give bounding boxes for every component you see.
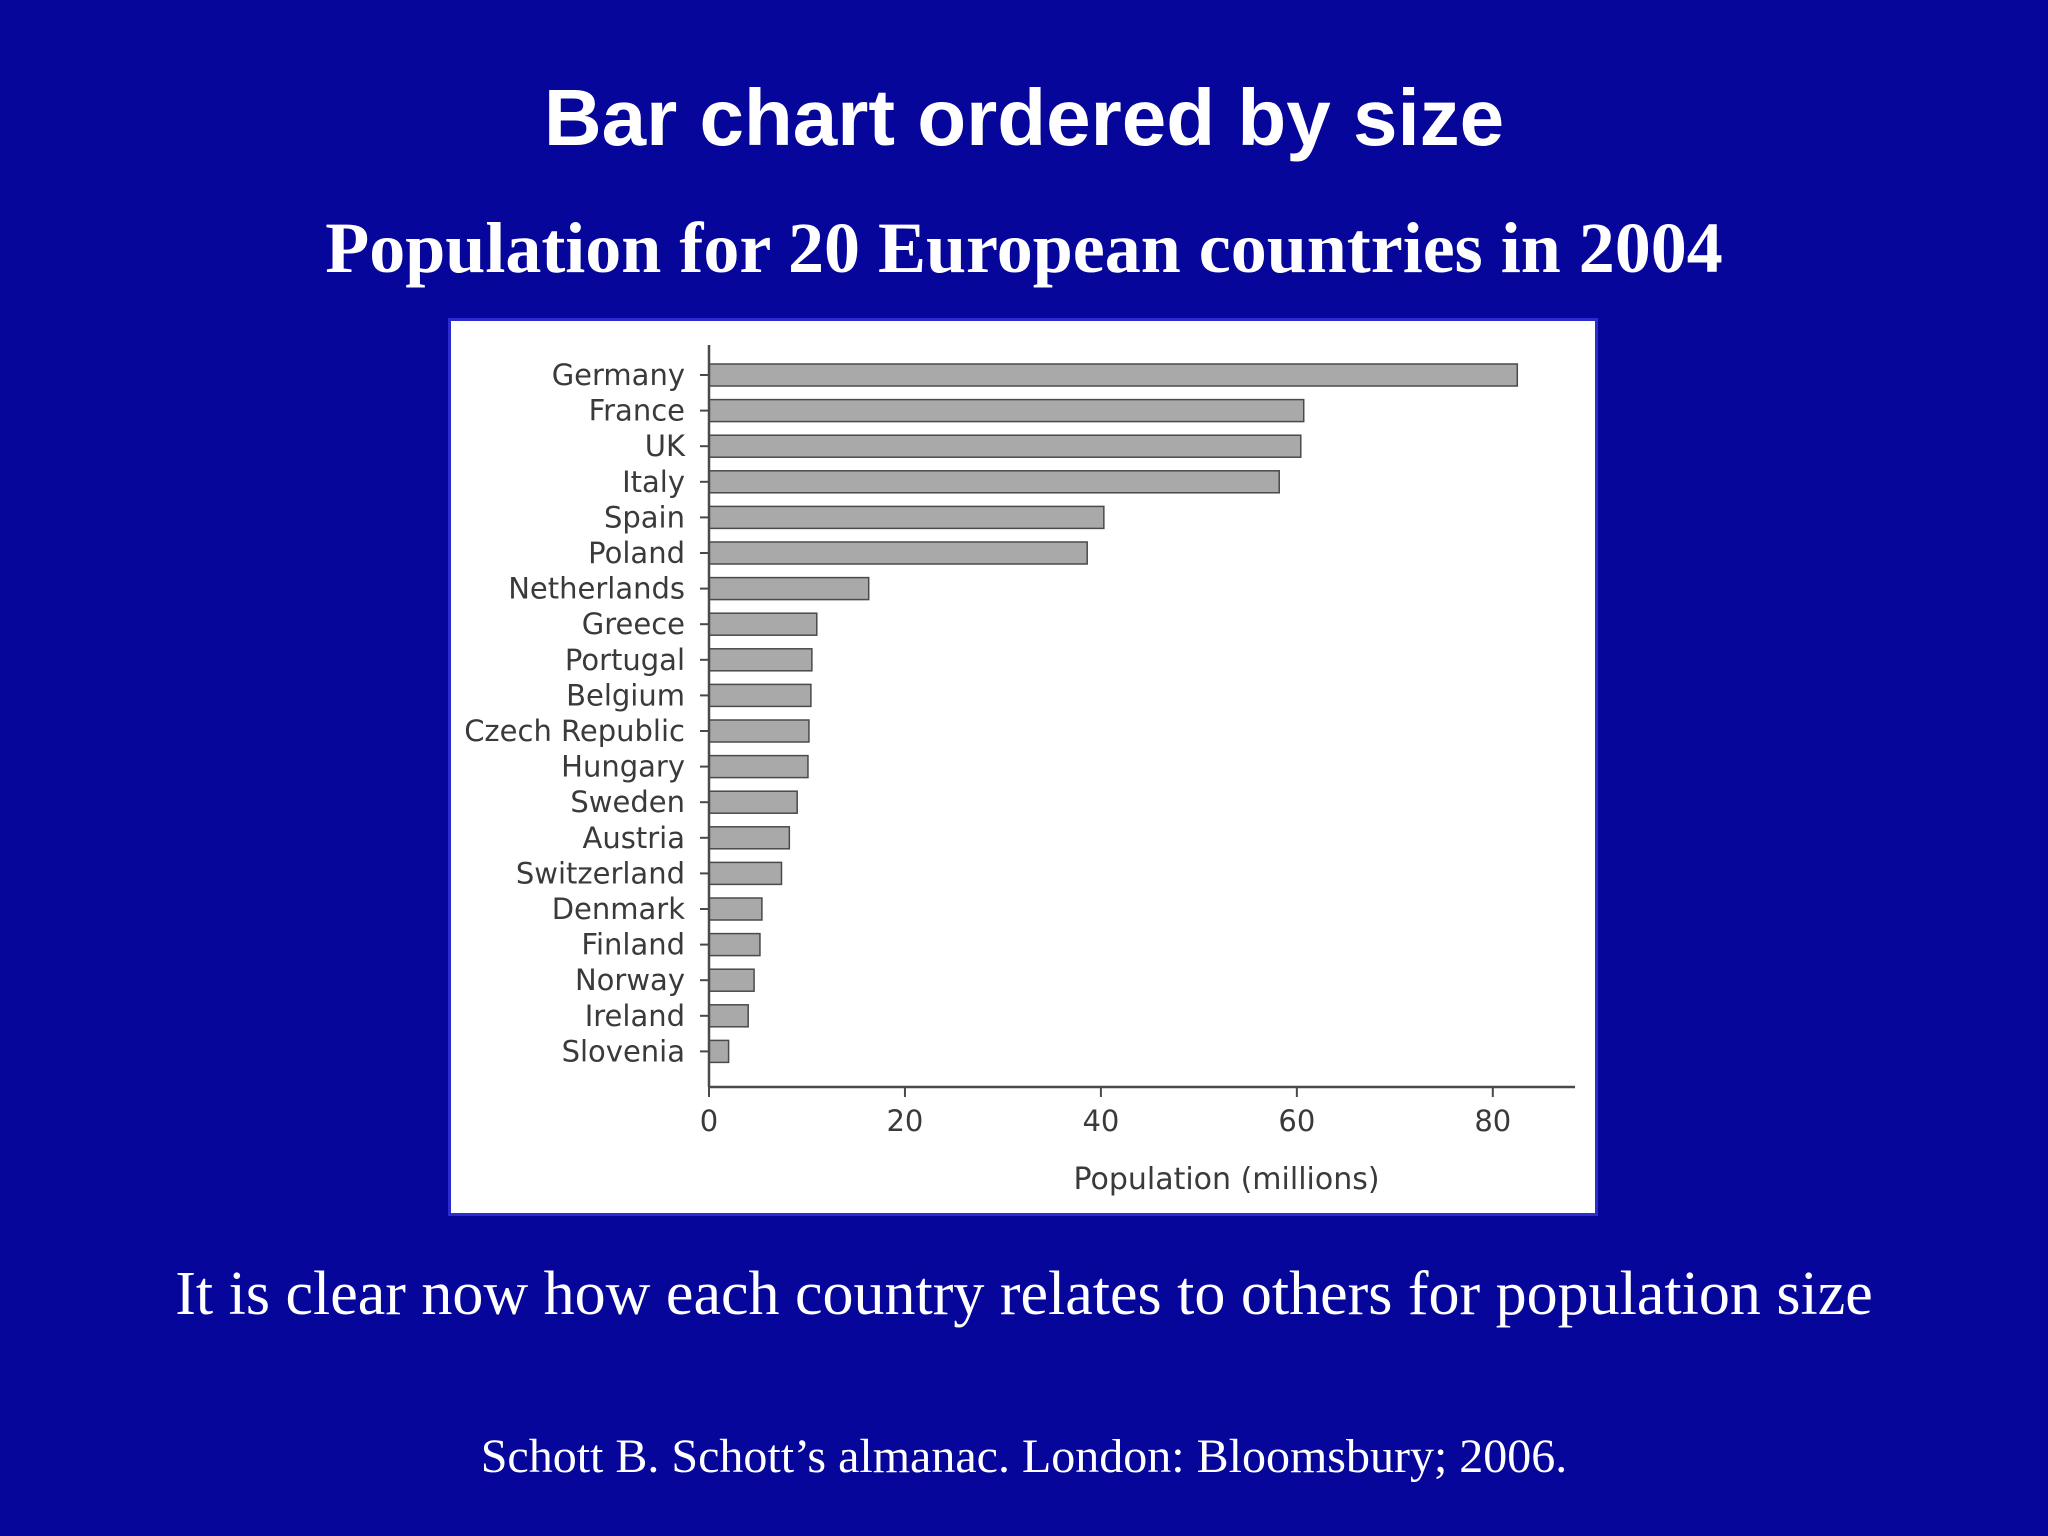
bar	[708, 648, 813, 672]
category-label: Poland	[588, 536, 685, 570]
category-label: Spain	[604, 500, 685, 534]
citation: Schott B. Schott’s almanac. London: Bloo…	[480, 1430, 1568, 1483]
category-label: Finland	[581, 928, 685, 962]
x-tick-label: 20	[886, 1104, 923, 1138]
slide-subtitle: Population for 20 European countries in …	[325, 208, 1723, 288]
category-label: Switzerland	[516, 856, 685, 890]
category-label: Italy	[622, 465, 685, 499]
category-label: France	[589, 394, 685, 428]
category-label: Portugal	[565, 643, 685, 677]
bar	[708, 398, 1305, 423]
category-label: Germany	[552, 358, 685, 392]
bar	[708, 576, 870, 601]
bar	[708, 434, 1302, 458]
category-label: Denmark	[552, 892, 685, 926]
category-label: Netherlands	[508, 572, 685, 606]
bar	[708, 932, 761, 957]
category-label: Slovenia	[562, 1034, 685, 1068]
category-label: Hungary	[561, 750, 685, 784]
category-label: Sweden	[570, 785, 685, 819]
bar	[708, 612, 818, 636]
category-label: Belgium	[566, 678, 685, 712]
x-tick-label: 40	[1082, 1104, 1119, 1138]
bar	[708, 754, 809, 779]
bar	[708, 683, 812, 708]
category-label: Ireland	[585, 999, 685, 1033]
bar	[708, 826, 791, 850]
bar	[708, 968, 755, 992]
bar-chart: GermanyFranceUKItalySpainPolandNetherlan…	[464, 345, 1575, 1197]
labels-layer: GermanyFranceUKItalySpainPolandNetherlan…	[464, 358, 1511, 1138]
x-tick-label: 60	[1278, 1104, 1315, 1138]
bar	[708, 363, 1519, 387]
bar	[708, 1004, 749, 1028]
chart-panel: Germany France UK Italy Spain Poland Netherlan…	[448, 318, 1598, 1216]
bar	[708, 790, 798, 814]
bar	[708, 861, 783, 886]
bar	[708, 897, 763, 921]
bar	[708, 505, 1105, 530]
bar	[708, 470, 1280, 494]
category-label: Norway	[575, 963, 685, 997]
x-axis-title: Population (millions)	[1073, 1162, 1379, 1197]
category-label: Greece	[582, 607, 685, 641]
bar	[708, 719, 810, 743]
slide-title: Bar chart ordered by size	[543, 73, 1505, 162]
category-label: Czech Republic	[464, 714, 685, 748]
bars-layer	[708, 363, 1519, 1064]
category-label: UK	[645, 429, 686, 463]
bar	[708, 1039, 730, 1064]
x-tick-label: 80	[1474, 1104, 1511, 1138]
slide-caption: It is clear now how each country relates…	[175, 1260, 1873, 1328]
x-tick-label: 0	[700, 1104, 718, 1138]
bar	[708, 541, 1088, 565]
category-label: Austria	[583, 821, 685, 855]
axes-layer	[700, 345, 1575, 1097]
